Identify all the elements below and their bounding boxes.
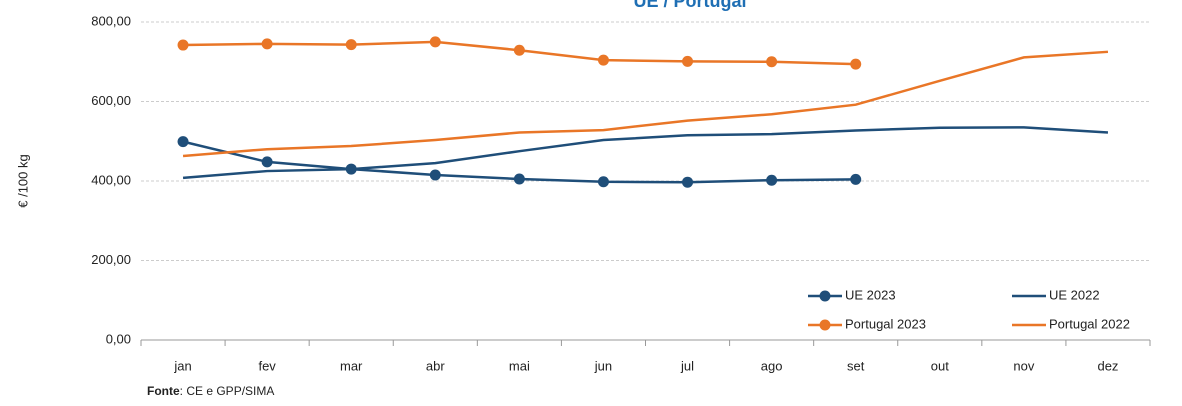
y-axis-label: € /100 kg [15, 154, 30, 208]
point [597, 54, 609, 66]
point [261, 38, 273, 50]
point [345, 39, 357, 51]
point [850, 173, 862, 185]
x-tick-label: jan [173, 358, 191, 373]
x-tick-label: dez [1097, 358, 1118, 373]
y-tick-label: 0,00 [106, 331, 131, 346]
x-tick-label: mar [340, 358, 363, 373]
legend-label: Portugal 2023 [845, 316, 926, 331]
point [177, 136, 189, 148]
legend-marker [819, 290, 831, 302]
x-tick-label: nov [1013, 358, 1034, 373]
legend-label: UE 2023 [845, 287, 896, 302]
legend-label: UE 2022 [1049, 287, 1100, 302]
source-label: Fonte [147, 384, 180, 398]
chart-title: UE / Portugal [633, 0, 746, 11]
x-tick-label: out [931, 358, 949, 373]
point [429, 169, 441, 181]
y-tick-label: 400,00 [91, 172, 131, 187]
y-tick-label: 600,00 [91, 93, 131, 108]
point [682, 176, 694, 188]
legend-marker [819, 319, 831, 331]
y-tick-label: 200,00 [91, 252, 131, 267]
source-text: : CE e GPP/SIMA [180, 384, 275, 398]
point [177, 39, 189, 51]
source: Fonte: CE e GPP/SIMA [147, 384, 274, 398]
point [597, 176, 609, 188]
x-tick-label: fev [258, 358, 276, 373]
series-line [182, 126, 1109, 180]
point [766, 56, 778, 68]
x-tick-label: abr [426, 358, 445, 373]
x-tick-label: mai [509, 358, 530, 373]
legend-label: Portugal 2022 [1049, 316, 1130, 331]
y-tick-label: 800,00 [91, 13, 131, 28]
series-line [182, 50, 1109, 158]
point [261, 156, 273, 168]
x-tick-label: ago [761, 358, 783, 373]
point [766, 174, 778, 186]
point [850, 58, 862, 70]
point [429, 36, 441, 48]
x-tick-label: jul [680, 358, 694, 373]
x-tick-label: jun [594, 358, 612, 373]
point [513, 44, 525, 56]
x-tick-label: set [847, 358, 865, 373]
point [513, 173, 525, 185]
point [682, 55, 694, 67]
